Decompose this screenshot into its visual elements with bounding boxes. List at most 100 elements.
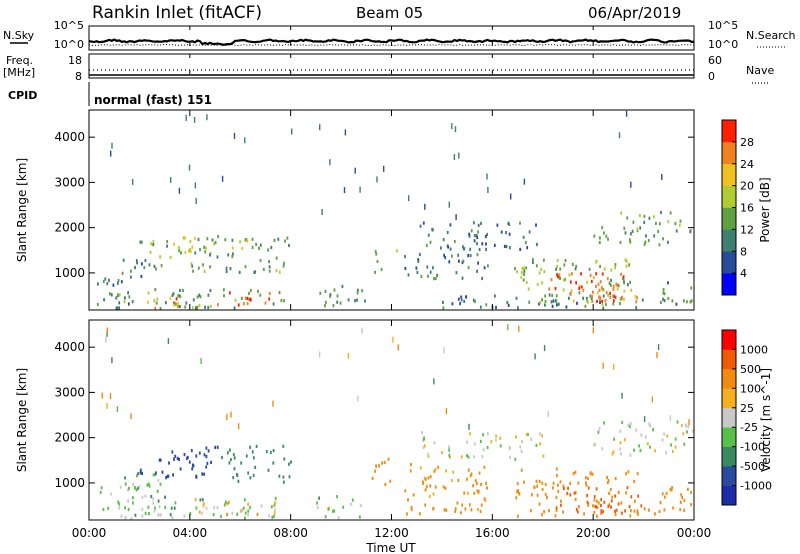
velocity-cell [577, 481, 580, 485]
velocity-cell [486, 486, 488, 490]
velocity-cell [482, 448, 485, 452]
power-cell [568, 296, 570, 300]
power-cell [259, 293, 262, 297]
power-cell [667, 281, 669, 285]
velocity-cell [679, 508, 682, 512]
velocity-cell [422, 480, 424, 484]
velocity-cell [658, 509, 661, 514]
power-cell [233, 306, 236, 310]
power-cell [523, 266, 525, 270]
velocity-cell [195, 454, 198, 458]
velocity-cell [127, 507, 130, 512]
power-cell [520, 271, 523, 275]
power-cell [507, 221, 510, 225]
power-cell [275, 256, 278, 260]
power-cell [515, 296, 518, 300]
power-cell [614, 266, 616, 270]
power-cell [233, 132, 236, 139]
power-cell [453, 154, 456, 161]
power-cell [171, 293, 174, 297]
velocity-cell [525, 433, 528, 437]
power-cell [667, 240, 669, 244]
power-cell [229, 291, 231, 295]
power-cell [459, 302, 461, 306]
power-cell [612, 284, 615, 289]
velocity-cell [534, 353, 536, 360]
velocity-cell [229, 448, 231, 452]
velocity-cell [444, 486, 447, 490]
power-cell [275, 269, 278, 273]
velocity-cell [575, 508, 578, 512]
velocity-cell [429, 475, 432, 479]
power-cell [447, 245, 450, 249]
velocity-cell [124, 506, 126, 510]
power-cell [344, 129, 347, 136]
power-cell [238, 270, 241, 274]
power-cell [485, 303, 488, 307]
velocity-cell [410, 462, 412, 467]
power-cell [268, 269, 271, 273]
power-colorbar-segment [722, 273, 736, 296]
velocity-cell [613, 363, 615, 370]
power-cell [216, 255, 219, 259]
velocity-panel: 1000 2000 3000 4000 Slant Range [km] 1000 50… [15, 319, 773, 521]
power-cell [543, 258, 545, 262]
velocity-cell [130, 517, 133, 521]
velocity-cell [183, 514, 186, 518]
velocity-cell [546, 496, 548, 500]
velocity-cell [473, 491, 476, 495]
power-cell [626, 216, 629, 220]
velocity-cell [597, 430, 600, 434]
velocity-cell [574, 470, 577, 474]
power-panel-frame [88, 109, 695, 311]
velocity-cell [198, 510, 201, 514]
velocity-cell [543, 345, 546, 352]
velocity-cell [544, 492, 547, 497]
power-cell [282, 264, 285, 268]
velocity-cell [412, 493, 415, 497]
power-cell [507, 303, 510, 307]
power-cell [536, 242, 538, 247]
power-cell [131, 300, 134, 304]
velocity-cell [288, 475, 291, 479]
velocity-cell [460, 455, 463, 459]
velocity-colorbar-segment [722, 427, 736, 447]
velocity-cell [538, 502, 541, 506]
velocity-cell [587, 503, 590, 507]
power-cell [257, 289, 259, 293]
velocity-cell [541, 512, 543, 517]
power-cell [555, 267, 557, 271]
power-cell [636, 227, 639, 231]
velocity-cell [173, 457, 175, 461]
power-cell [150, 242, 153, 246]
power-cell [536, 282, 539, 286]
velocity-cell [357, 395, 359, 402]
velocity-cell [153, 509, 156, 513]
power-cell [525, 241, 527, 245]
power-cell [552, 299, 555, 303]
velocity-cell [327, 507, 330, 511]
velocity-cell [207, 449, 210, 453]
power-cell [259, 259, 262, 263]
power-cell [268, 260, 270, 264]
power-cell [544, 303, 546, 307]
power-cell [532, 258, 534, 262]
velocity-cell [593, 498, 596, 502]
velocity-colorbar-tick-label: 25 [740, 402, 754, 415]
power-cell [559, 267, 562, 271]
power-cell [112, 283, 115, 287]
power-cell [619, 240, 622, 245]
power-cell [453, 240, 456, 244]
velocity-cell [212, 513, 215, 517]
velocity-cell [119, 485, 122, 489]
power-cell [332, 304, 335, 308]
velocity-cell [170, 506, 173, 510]
velocity-cell [249, 445, 251, 449]
power-cell [689, 230, 692, 234]
velocity-cell [169, 513, 172, 517]
velocity-cell [127, 499, 130, 503]
power-cell [587, 300, 589, 304]
velocity-cell [454, 507, 457, 511]
velocity-cell [159, 458, 162, 462]
velocity-cell [597, 501, 600, 505]
